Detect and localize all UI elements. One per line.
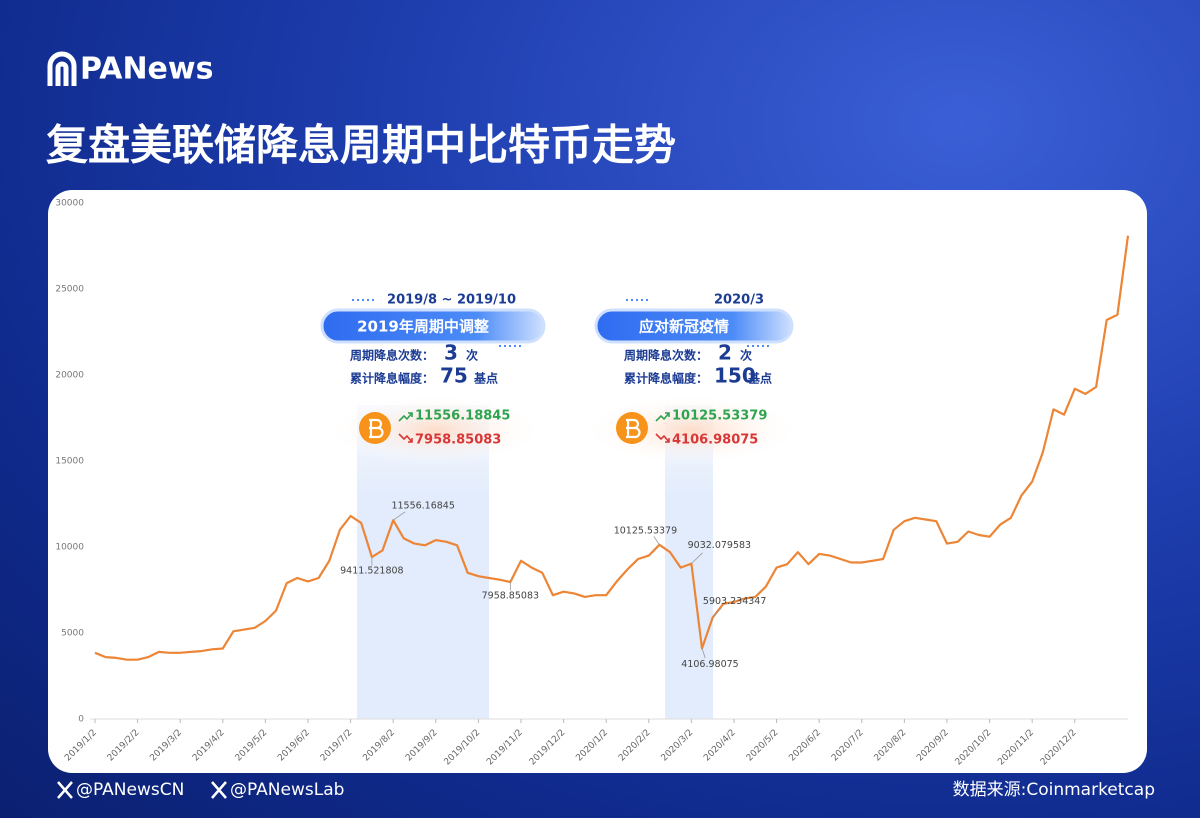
low-value: 7958.85083 — [415, 433, 501, 448]
row-label: 累计降息幅度： — [624, 371, 708, 386]
down-arrow — [655, 433, 670, 443]
price-line — [94, 235, 1130, 661]
bitcoin-symbol — [626, 418, 641, 439]
high-value: 11556.18845 — [415, 409, 510, 424]
label-leader — [701, 648, 706, 659]
row-number: 150 — [714, 364, 756, 388]
logo: PANews — [80, 52, 213, 87]
glow — [325, 394, 545, 466]
account: @PANewsLab — [230, 780, 344, 800]
panel-title: 应对新冠疫情 — [639, 318, 729, 336]
bitcoin-symbol — [369, 418, 384, 439]
data-label: 9032.079583 — [688, 540, 751, 551]
account: @PANewsCN — [76, 780, 184, 800]
panel-title: 2019年周期中调整 — [357, 318, 489, 336]
up-arrow — [398, 412, 413, 422]
label-leader — [392, 511, 406, 521]
panel-period: 2020/3 — [714, 293, 764, 308]
label-leader — [691, 552, 703, 564]
row-number: 2 — [718, 341, 732, 365]
logo-icon — [47, 51, 77, 86]
label-leader — [653, 536, 660, 546]
source: 数据来源:Coinmarketcap — [953, 780, 1155, 800]
up-arrow — [655, 412, 670, 422]
y-tick-label: 15000 — [55, 457, 84, 467]
panel-pill — [320, 308, 546, 344]
row-unit: 次 — [466, 348, 478, 363]
down-arrow — [398, 433, 413, 443]
y-tick-label: 10000 — [55, 543, 84, 553]
y-tick-label: 30000 — [55, 199, 84, 209]
data-label: 11556.16845 — [391, 501, 454, 512]
card — [48, 190, 1147, 773]
data-label: 5903.234347 — [703, 596, 766, 607]
panel-period: 2019/8 ~ 2019/10 — [387, 293, 516, 308]
title: 复盘美联储降息周期中比特币走势 — [46, 121, 676, 170]
row-label: 周期降息次数： — [350, 348, 434, 363]
glow — [582, 394, 802, 466]
x-logo — [57, 781, 73, 799]
data-label: 4106.98075 — [681, 659, 738, 670]
data-label: 10125.53379 — [614, 525, 677, 536]
row-unit: 基点 — [747, 371, 772, 386]
panel-pill — [594, 308, 794, 344]
label-leader — [712, 607, 722, 618]
row-unit: 基点 — [473, 371, 498, 386]
x-logo — [211, 781, 227, 799]
data-label: 9411.521808 — [340, 566, 403, 577]
y-tick-label: 20000 — [55, 371, 84, 381]
row-unit: 次 — [740, 348, 752, 363]
row-label: 累计降息幅度： — [350, 371, 434, 386]
row-number: 3 — [444, 341, 458, 365]
row-number: 75 — [440, 364, 468, 388]
data-label: 7958.85083 — [482, 591, 539, 602]
row-label: 周期降息次数： — [624, 348, 708, 363]
high-value: 10125.53379 — [672, 409, 767, 424]
y-tick-label: 25000 — [55, 285, 84, 295]
low-value: 4106.98075 — [672, 433, 758, 448]
y-tick-label: 0 — [78, 715, 84, 725]
y-tick-label: 5000 — [61, 629, 84, 639]
